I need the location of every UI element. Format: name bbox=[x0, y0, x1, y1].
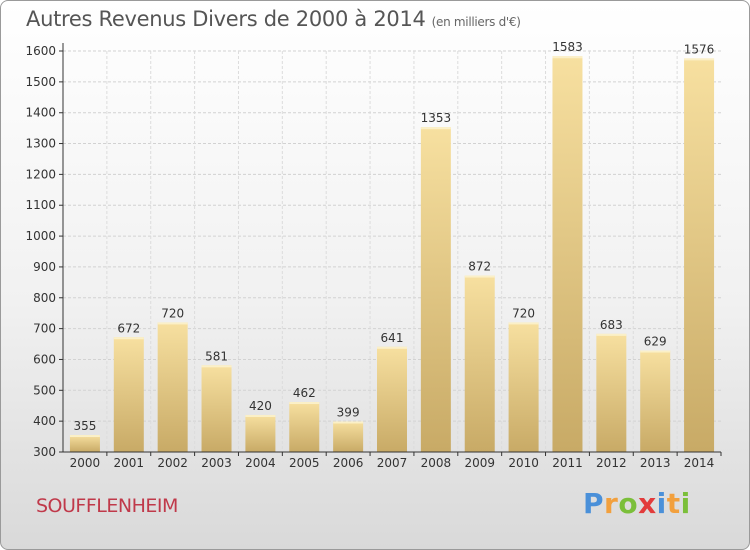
x-tick-label: 2005 bbox=[289, 456, 320, 470]
logo-letter: P bbox=[583, 487, 605, 520]
data-label: 872 bbox=[468, 260, 491, 274]
bar-2000 bbox=[69, 435, 100, 452]
x-tick-label: 2001 bbox=[114, 456, 145, 470]
bar-highlight bbox=[201, 365, 232, 368]
logo-letter: i bbox=[680, 487, 691, 520]
x-tick-label: 2008 bbox=[421, 456, 452, 470]
x-tick-label: 2010 bbox=[508, 456, 539, 470]
y-tick-label: 500 bbox=[33, 383, 56, 397]
logo-letter: t bbox=[666, 487, 681, 520]
bar-highlight bbox=[464, 275, 495, 278]
bar-2008 bbox=[420, 127, 451, 452]
x-tick-label: 2014 bbox=[684, 456, 715, 470]
y-tick-label: 1100 bbox=[25, 198, 56, 212]
chart-subtitle: (en milliers d'€) bbox=[431, 15, 521, 29]
y-tick-label: 1400 bbox=[25, 106, 56, 120]
grid-lines bbox=[63, 50, 721, 452]
city-name: SOUFFLENHEIM bbox=[36, 495, 178, 517]
y-tick-label: 1000 bbox=[25, 229, 56, 243]
data-label: 720 bbox=[512, 306, 535, 320]
chart-title: Autres Revenus Divers de 2000 à 2014 (en … bbox=[26, 7, 521, 31]
logo-letter: i bbox=[656, 487, 667, 520]
data-label: 1583 bbox=[552, 40, 583, 54]
bar-highlight bbox=[508, 322, 539, 325]
bar-highlight bbox=[640, 350, 671, 353]
bar-highlight bbox=[289, 402, 320, 405]
x-tick-label: 2006 bbox=[333, 456, 364, 470]
axes bbox=[59, 43, 722, 456]
bar-highlight bbox=[552, 56, 583, 59]
data-label: 1353 bbox=[421, 111, 452, 125]
y-tick-label: 900 bbox=[33, 260, 56, 274]
bar-highlight bbox=[69, 435, 100, 438]
bar-2011 bbox=[552, 56, 583, 453]
bar-2012 bbox=[596, 333, 627, 452]
bar-2014 bbox=[684, 58, 715, 452]
x-tick-label: 2000 bbox=[70, 456, 101, 470]
logo-letter: x bbox=[638, 487, 657, 520]
x-tick-label: 2003 bbox=[201, 456, 232, 470]
y-tick-label: 1300 bbox=[25, 137, 56, 151]
data-label: 420 bbox=[249, 399, 272, 413]
bar-highlight bbox=[684, 58, 715, 61]
bar-2009 bbox=[464, 275, 495, 452]
bar-highlight bbox=[333, 421, 364, 424]
bar-2004 bbox=[245, 414, 276, 452]
bar-2005 bbox=[289, 402, 320, 452]
bar-2010 bbox=[508, 322, 539, 452]
logo-letter: o bbox=[618, 487, 639, 520]
y-tick-label: 1500 bbox=[25, 75, 56, 89]
y-tick-label: 1600 bbox=[25, 44, 56, 58]
logo-letter: r bbox=[604, 487, 619, 520]
bar-highlight bbox=[113, 337, 144, 340]
data-label: 581 bbox=[205, 349, 228, 363]
data-label: 355 bbox=[73, 419, 96, 433]
x-tick-label: 2012 bbox=[596, 456, 627, 470]
bar-2007 bbox=[377, 346, 407, 452]
x-tick-label: 2011 bbox=[552, 456, 583, 470]
x-tick-label: 2009 bbox=[464, 456, 495, 470]
y-tick-label: 300 bbox=[33, 445, 56, 459]
x-tick-label: 2002 bbox=[157, 456, 188, 470]
bar-highlight bbox=[596, 333, 627, 336]
data-label: 462 bbox=[293, 386, 316, 400]
data-label: 641 bbox=[381, 331, 404, 345]
y-tick-label: 800 bbox=[33, 291, 56, 305]
bar-highlight bbox=[245, 414, 276, 417]
data-label: 672 bbox=[117, 321, 140, 335]
y-tick-label: 1200 bbox=[25, 167, 56, 181]
chart-title-text: Autres Revenus Divers de 2000 à 2014 bbox=[26, 7, 426, 31]
bar-2002 bbox=[157, 322, 188, 452]
x-tick-label: 2004 bbox=[245, 456, 276, 470]
bar-2013 bbox=[640, 350, 671, 452]
bars bbox=[69, 56, 715, 453]
bar-2001 bbox=[113, 337, 144, 452]
y-tick-label: 700 bbox=[33, 322, 56, 336]
data-label: 720 bbox=[161, 306, 184, 320]
bar-highlight bbox=[420, 127, 451, 130]
bar-2006 bbox=[333, 421, 364, 452]
labels: 300 400 500 600 700 800 900 1000 1100 1200 1300 140… bbox=[25, 40, 714, 470]
bar-highlight bbox=[377, 346, 407, 349]
bar-2003 bbox=[201, 365, 232, 452]
x-tick-label: 2013 bbox=[640, 456, 671, 470]
y-tick-label: 400 bbox=[33, 414, 56, 428]
y-tick-label: 600 bbox=[33, 352, 56, 366]
x-tick-label: 2007 bbox=[377, 456, 408, 470]
data-label: 629 bbox=[644, 335, 667, 349]
data-label: 399 bbox=[337, 405, 360, 419]
proxiti-logo: Proxiti bbox=[583, 487, 691, 520]
data-label: 1576 bbox=[684, 42, 715, 56]
data-label: 683 bbox=[600, 318, 623, 332]
bar-highlight bbox=[157, 322, 188, 325]
